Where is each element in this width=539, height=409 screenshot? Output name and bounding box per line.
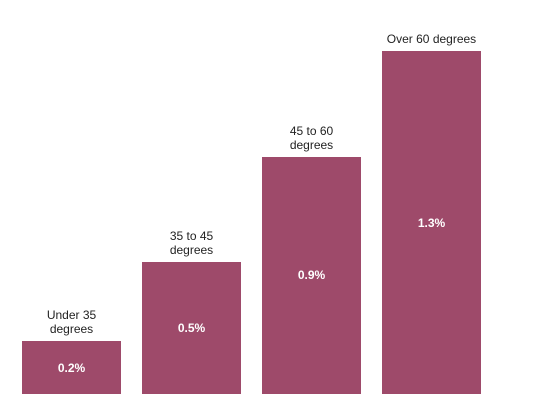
bar xyxy=(382,51,481,394)
category-label: Over 60 degrees xyxy=(386,32,477,46)
value-label: 0.5% xyxy=(177,321,206,336)
bar xyxy=(142,262,241,394)
category-label: Under 35 degrees xyxy=(46,308,97,337)
category-label: 45 to 60 degrees xyxy=(289,123,334,152)
category-label: 35 to 45 degrees xyxy=(169,229,214,258)
bar xyxy=(262,156,361,394)
bar xyxy=(22,341,121,394)
value-label: 0.2% xyxy=(57,360,86,375)
value-label: 0.9% xyxy=(297,268,326,283)
value-label: 1.3% xyxy=(417,215,446,230)
